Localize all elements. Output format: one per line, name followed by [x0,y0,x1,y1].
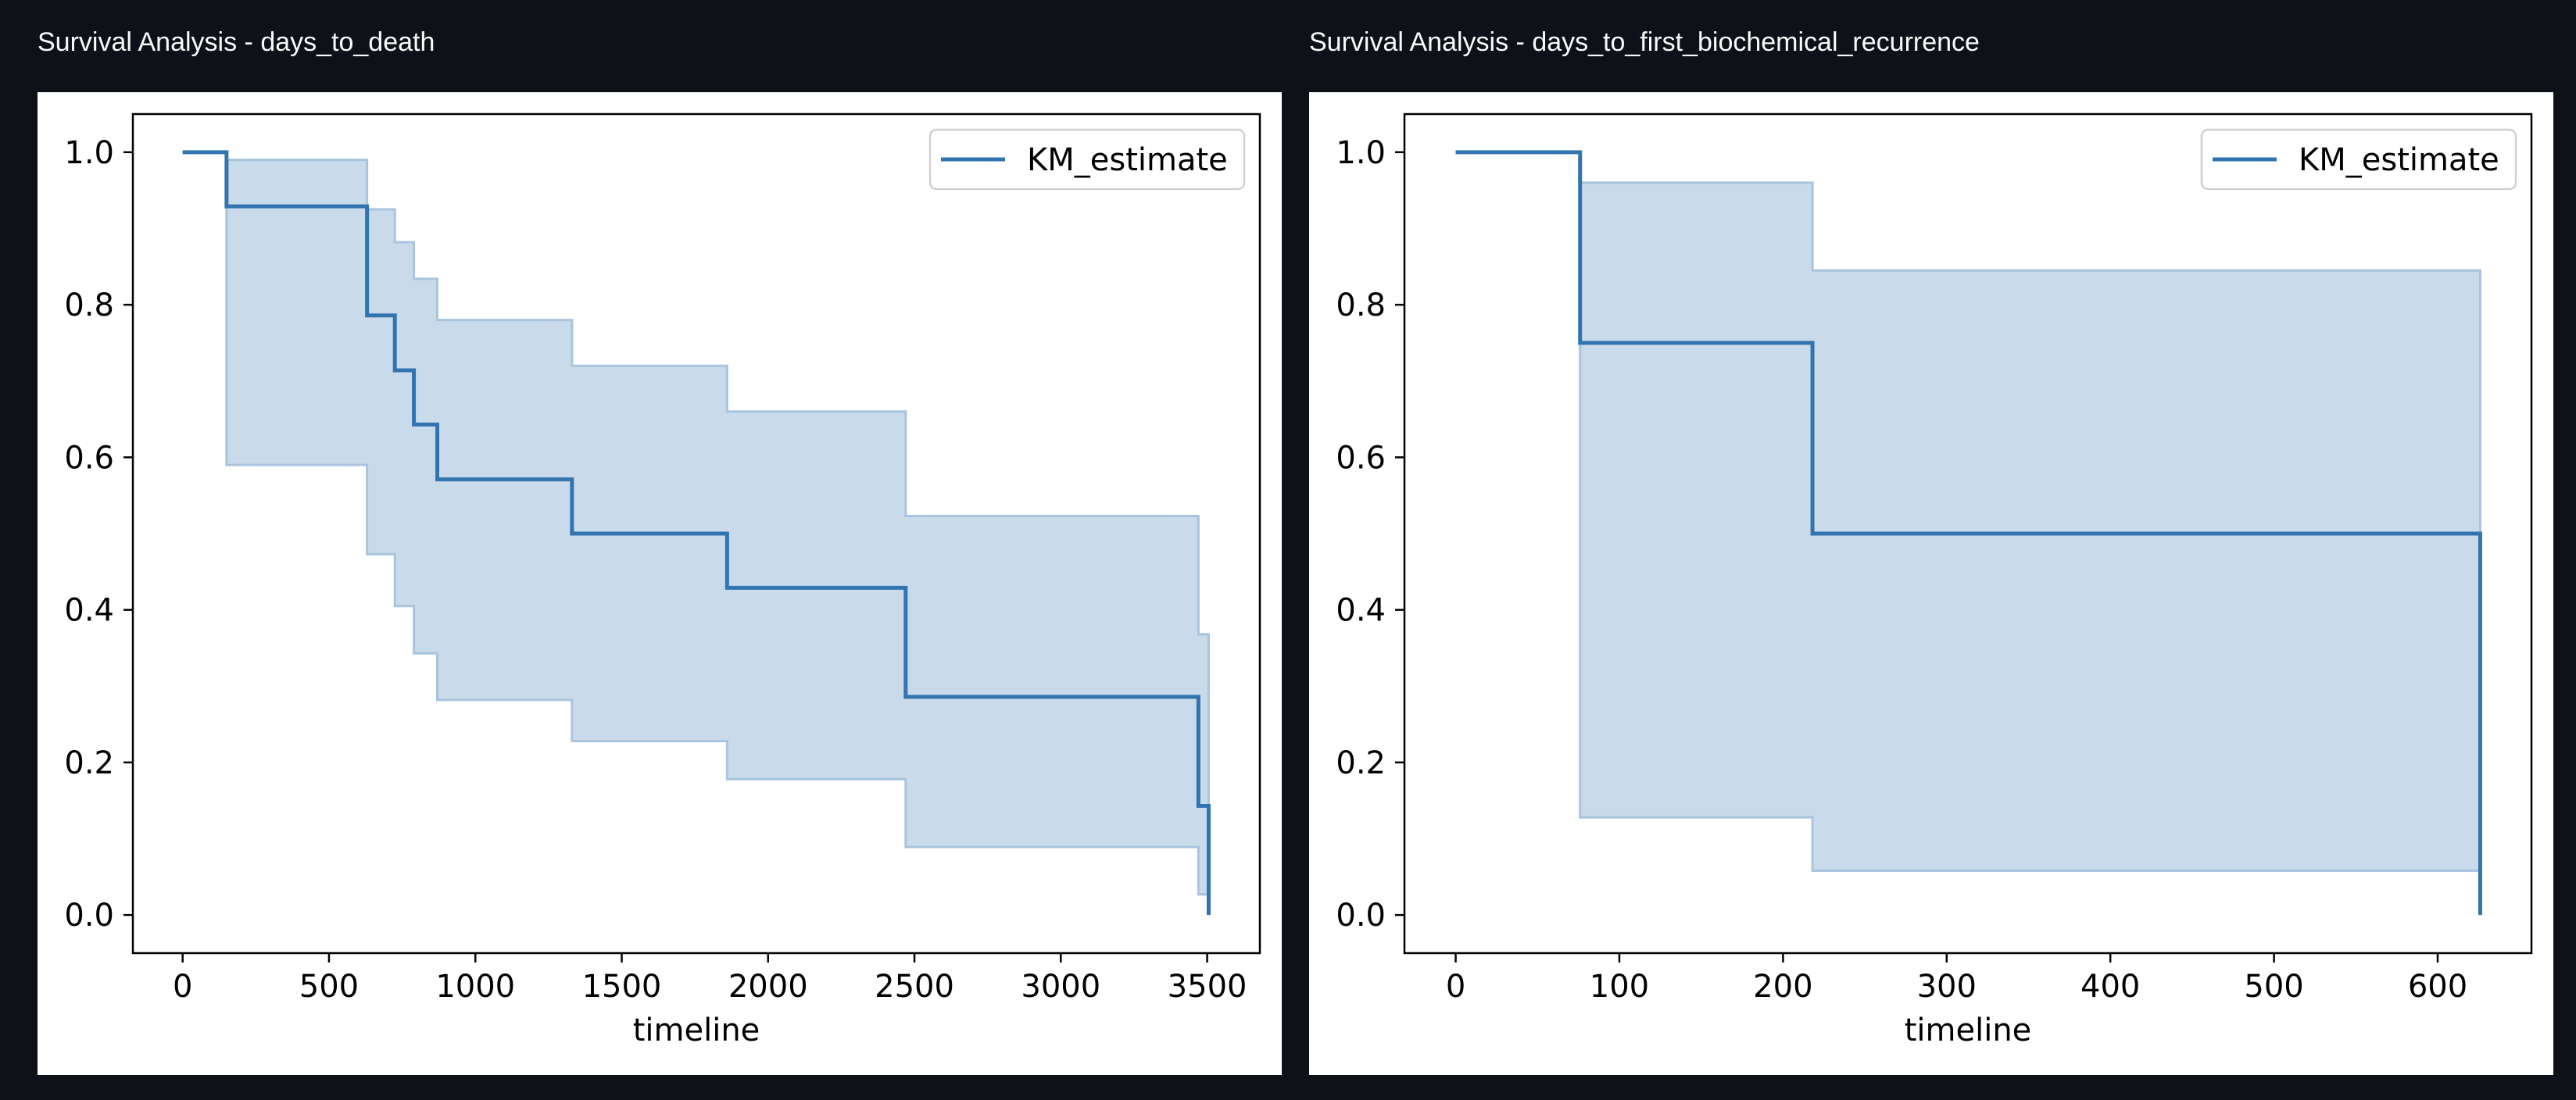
x-tick-label: 200 [1753,969,1812,1005]
chart-figure: 0 500 1000 1500 2000 2500 3000 3500 0.0 0.2 0.4 0.6… [38,92,1282,1075]
x-tick-label: 0 [173,969,192,1005]
x-tick-label: 400 [2080,969,2140,1005]
x-tick-label: 3500 [1168,969,1247,1005]
axes-frame [131,112,1261,955]
y-tick-label: 0.0 [1336,898,1386,934]
chart-figure: 0 100 200 300 400 500 600 0.0 0.2 0.4 0.6 0.8 1.0 tim… [1309,92,2553,1075]
x-tick-label: 1000 [435,969,515,1005]
y-tick-label: 0.4 [1336,593,1386,629]
x-axis-label: timeline [633,1012,760,1048]
x-tick-label: 600 [2408,969,2467,1005]
chart-panel-days-to-first-biochemical-recurrence: Survival Analysis - days_to_first_bioche… [1288,0,2576,1100]
x-tick-label: 2500 [875,969,954,1005]
km-chart-days-to-death: 0 500 1000 1500 2000 2500 3000 3500 0.0 0.2 0.4 0.6… [64,112,1261,1048]
y-tick-label: 0.6 [64,440,114,476]
y-tick-label: 0.8 [1336,288,1386,323]
x-tick-label: 3000 [1021,969,1100,1005]
x-axis-label: timeline [1905,1012,2032,1048]
y-tick-label: 0.6 [1336,440,1386,476]
x-tick-label: 100 [1590,969,1649,1005]
km-survival-line [182,150,1211,916]
y-tick-label: 0.4 [64,593,114,629]
legend-label: KM_estimate [2299,142,2499,178]
km-survival-line [1455,150,2482,916]
y-tick-label: 0.0 [64,898,114,934]
x-tick-label: 0 [1446,969,1465,1005]
legend-box [928,128,1246,191]
x-tick-label: 500 [299,969,359,1005]
y-tick-label: 0.8 [64,288,114,323]
legend-box [2200,128,2517,191]
km-chart-days-to-first-biochemical-recurrence: 0 100 200 300 400 500 600 0.0 0.2 0.4 0.6 0.8 1.0 tim… [1336,112,2533,1048]
y-tick-label: 1.0 [1336,135,1386,171]
legend-label: KM_estimate [1027,142,1228,178]
panel-title: Survival Analysis - days_to_death [38,27,435,57]
x-tick-label: 300 [1917,969,1977,1005]
y-tick-label: 0.2 [64,745,114,781]
confidence-band [1455,151,2481,873]
axes-frame [1403,112,2533,955]
chart-panel-days-to-death: Survival Analysis - days_to_death 0 500 10… [38,27,1282,1075]
confidence-band [182,151,1210,896]
x-tick-label: 1500 [582,969,662,1005]
y-tick-label: 0.2 [1336,745,1386,781]
x-tick-label: 2000 [728,969,808,1005]
panel-title: Survival Analysis - days_to_first_bioche… [1309,27,1980,57]
y-tick-label: 1.0 [64,135,114,171]
x-tick-label: 500 [2244,969,2303,1005]
